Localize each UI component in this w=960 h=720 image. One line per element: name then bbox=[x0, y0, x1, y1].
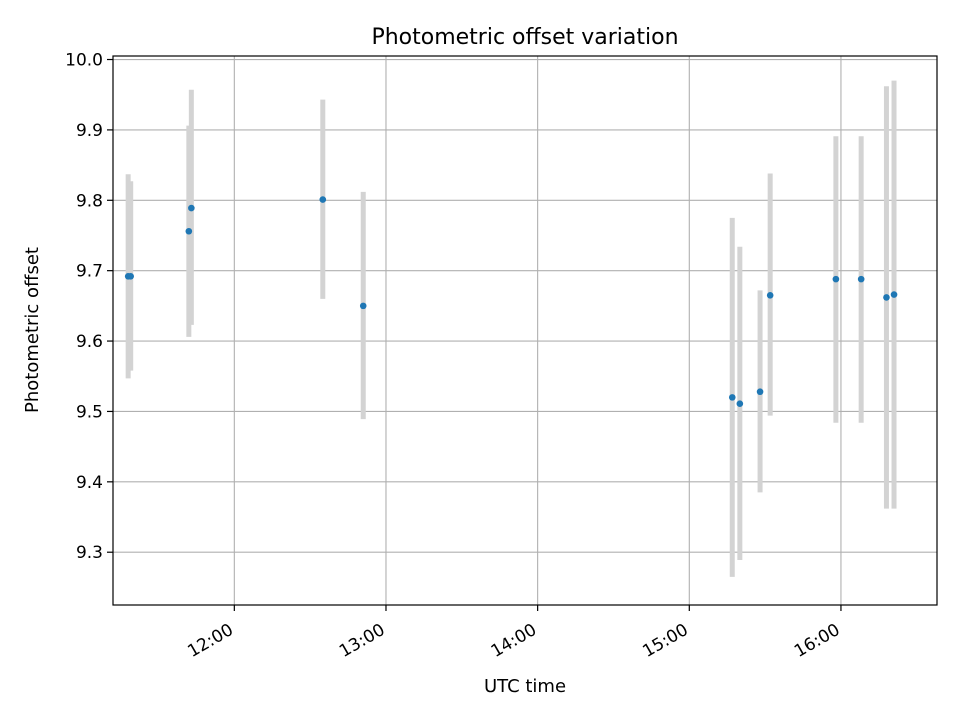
data-point bbox=[890, 291, 898, 298]
y-tick-label: 9.5 bbox=[76, 402, 103, 422]
data-point bbox=[857, 275, 865, 283]
plot-frame bbox=[112, 55, 938, 606]
y-tick-label: 10.0 bbox=[65, 51, 103, 71]
data-point bbox=[736, 400, 744, 408]
y-axis: 9.3 9.4 9.5 9.6 9.7 9.8 9.9 10.0 bbox=[65, 51, 113, 563]
data-point bbox=[728, 394, 736, 401]
data-point bbox=[883, 294, 890, 301]
data-point bbox=[359, 302, 367, 310]
data-point bbox=[766, 292, 774, 299]
y-tick-label: 9.8 bbox=[76, 191, 103, 211]
y-tick-label: 9.4 bbox=[76, 473, 103, 493]
data-point bbox=[127, 273, 134, 280]
y-tick-label: 9.3 bbox=[76, 543, 103, 563]
data-point bbox=[188, 204, 195, 212]
y-tick-label: 9.9 bbox=[76, 121, 103, 141]
chart-title: Photometric offset variation bbox=[371, 25, 678, 50]
x-axis-label: UTC time bbox=[484, 676, 566, 697]
grid bbox=[113, 56, 937, 605]
data-points bbox=[124, 196, 898, 408]
data-point bbox=[185, 227, 193, 235]
y-tick-label: 9.6 bbox=[76, 332, 103, 352]
data-point bbox=[319, 196, 327, 203]
y-tick-label: 9.7 bbox=[76, 262, 103, 282]
data-point bbox=[756, 388, 764, 396]
data-point bbox=[832, 275, 840, 283]
y-axis-label: Photometric offset bbox=[22, 247, 43, 413]
